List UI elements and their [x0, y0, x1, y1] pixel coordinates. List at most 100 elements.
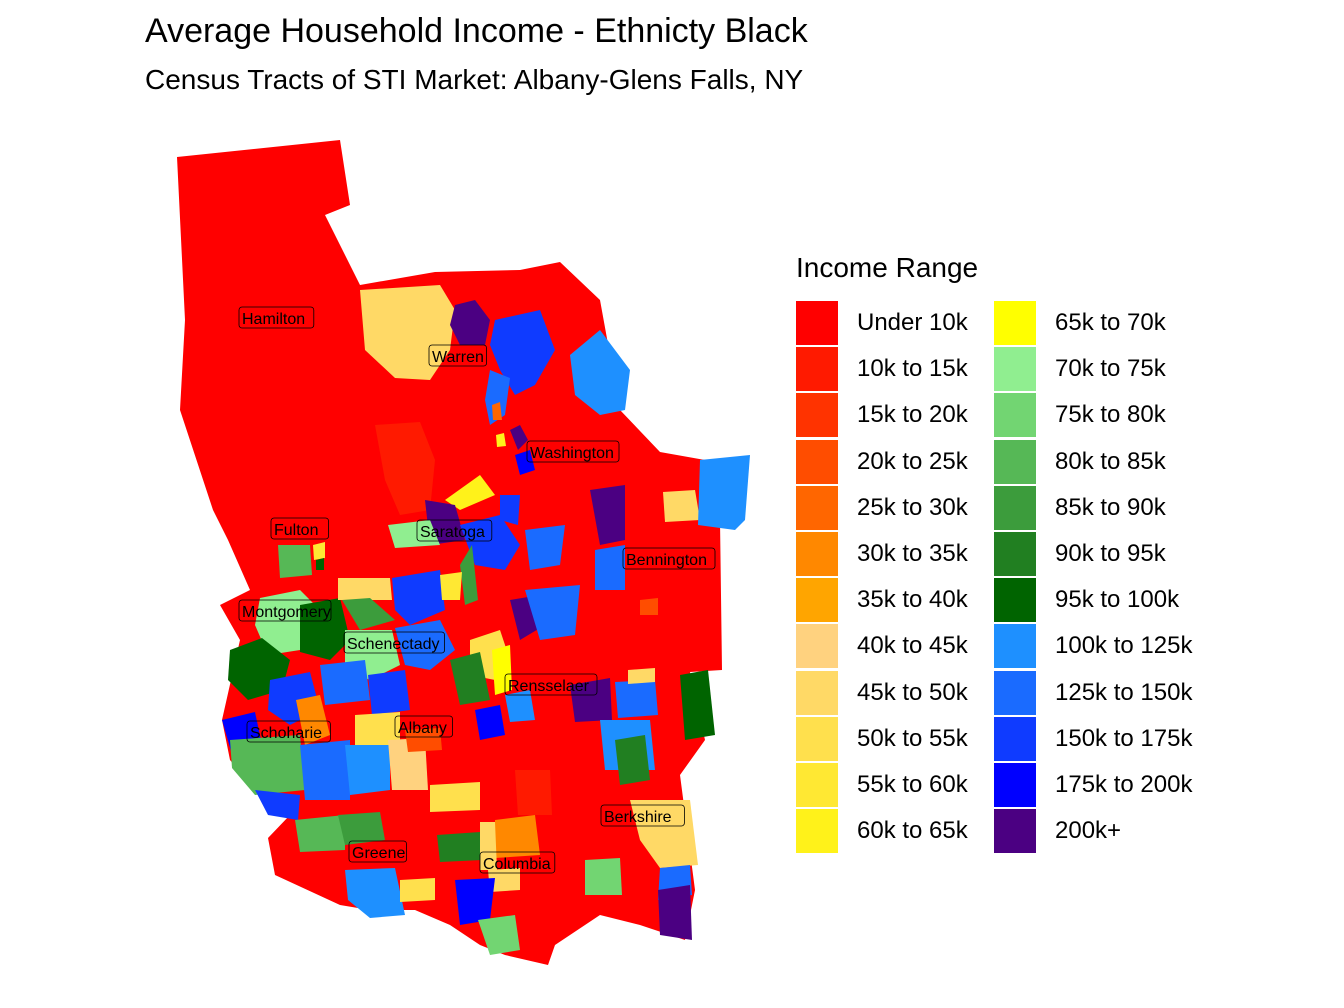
- tract-schenectady-yellow: [440, 572, 462, 600]
- legend-swatch: [796, 532, 838, 576]
- tract-warren-150k: [490, 310, 555, 395]
- legend-item: 85k to 90k: [994, 485, 1224, 531]
- county-label-box: [600, 804, 685, 827]
- tract-warren-200k: [450, 300, 490, 345]
- county-label-berkshire: Berkshire: [600, 804, 685, 827]
- county-label-columbia: Columbia: [479, 851, 556, 874]
- county-label-box: [394, 715, 453, 738]
- legend-label: 95k to 100k: [1055, 586, 1180, 614]
- county-label-warren: Warren: [428, 344, 487, 367]
- legend-item: 100k to 125k: [994, 623, 1224, 669]
- county-label-schoharie: Schoharie: [246, 720, 331, 743]
- county-label-text: Warren: [432, 349, 484, 366]
- legend-label: 45k to 50k: [857, 678, 968, 706]
- legend-label: 10k to 15k: [857, 355, 968, 383]
- tract-montgomery-95k: [300, 598, 350, 660]
- county-label-washington: Washington: [526, 440, 620, 463]
- tract-fulton-green: [316, 558, 324, 570]
- legend-item: 50k to 55k: [796, 716, 1026, 762]
- county-labels: Hamilton Warren Washington Fulton Saratoga Be…: [238, 306, 716, 874]
- legend-item: 35k to 40k: [796, 577, 1026, 623]
- tract-glensfalls-yellow: [496, 433, 506, 447]
- tract-saratoga-125k: [525, 525, 565, 570]
- legend-label: 70k to 75k: [1055, 355, 1166, 383]
- tract-rensselaer-125k: [615, 680, 658, 718]
- legend-item: 40k to 45k: [796, 623, 1026, 669]
- tract-glensfalls-175k: [515, 450, 535, 475]
- tract-saratoga-10k: [375, 422, 435, 515]
- tract-schoharie-30k: [296, 695, 330, 745]
- legend-item: 90k to 95k: [994, 531, 1224, 577]
- county-label-box: [416, 519, 493, 542]
- county-label-text: Columbia: [483, 856, 551, 873]
- legend-label: 30k to 35k: [857, 540, 968, 567]
- legend-label: 40k to 45k: [857, 632, 968, 660]
- legend-label: 100k to 125k: [1055, 632, 1193, 660]
- legend-swatch: [796, 716, 838, 761]
- county-label-text: Fulton: [274, 522, 318, 539]
- county-label-text: Bennington: [626, 552, 707, 569]
- legend-item: 15k to 20k: [796, 392, 1026, 438]
- county-label-text: Saratoga: [420, 524, 485, 541]
- legend-swatch: [994, 532, 1036, 576]
- tract-montgomery-45k: [338, 578, 392, 600]
- tract-rensselaer-95k: [680, 670, 715, 740]
- legend-item: 20k to 25k: [796, 439, 1026, 485]
- tract-montgomery-85k: [342, 598, 395, 630]
- tract-albany-co-125k: [320, 660, 370, 705]
- legend-item: 55k to 60k: [796, 762, 1026, 808]
- legend-swatch: [994, 393, 1036, 438]
- legend-label: 35k to 40k: [857, 586, 968, 614]
- tract-bennington-200k: [590, 485, 625, 545]
- county-label-box: [348, 840, 407, 863]
- legend-label: 50k to 55k: [857, 724, 968, 752]
- tract-albany-co-55k: [355, 712, 400, 745]
- legend-title: Income Range: [796, 252, 979, 283]
- legend-swatch: [796, 809, 838, 854]
- tract-albany-core-navy: [475, 705, 505, 740]
- tract-albany-core-yellow: [492, 645, 512, 695]
- legend-label: 200k+: [1055, 817, 1122, 845]
- map-subtitle: Census Tracts of STI Market: Albany-Glen…: [145, 64, 804, 95]
- legend-swatch: [994, 716, 1036, 761]
- legend-swatch: [796, 301, 838, 345]
- tract-schenectady-125k: [395, 620, 455, 670]
- legend-swatch: [994, 485, 1036, 530]
- county-label-schenectady: Schenectady: [343, 631, 445, 654]
- legend-item: 200k+: [994, 808, 1224, 854]
- tract-columbia-45k: [480, 822, 497, 870]
- tract-albany-core-blue: [505, 690, 535, 722]
- tract-albany-co-55k-b: [430, 782, 480, 812]
- county-label-bennington: Bennington: [622, 547, 716, 570]
- tract-greene-50k: [400, 878, 435, 902]
- legend-item: 75k to 80k: [994, 392, 1224, 438]
- tract-schenectady-150k: [392, 570, 445, 625]
- legend-item: 60k to 65k: [796, 808, 1026, 854]
- county-label-hamilton: Hamilton: [238, 306, 315, 329]
- tract-greene-100k: [345, 868, 405, 918]
- map-title: Average Household Income - Ethnicty Blac…: [145, 12, 808, 50]
- legend-swatch: [994, 301, 1036, 345]
- legend-swatch: [994, 578, 1036, 623]
- legend-swatch: [796, 485, 838, 530]
- legend-label: 150k to 175k: [1055, 724, 1193, 752]
- county-label-box: [238, 599, 332, 622]
- legend-item: 10k to 15k: [796, 346, 1026, 392]
- county-label-box: [343, 631, 445, 654]
- tract-bennington-125k: [595, 545, 625, 590]
- legend-label: 60k to 65k: [857, 817, 968, 845]
- legend-label: 90k to 95k: [1055, 540, 1166, 567]
- tract-saratoga-150k-b: [500, 495, 520, 525]
- legend-swatch: [994, 763, 1036, 807]
- legend-label: 75k to 80k: [1055, 401, 1166, 429]
- legend-item: 70k to 75k: [994, 346, 1224, 392]
- tract-saratoga-150k-a: [460, 515, 520, 570]
- tract-albany-co-150k: [368, 670, 410, 715]
- county-label-fulton: Fulton: [270, 517, 329, 540]
- county-label-rensselaer: Rensselaer: [504, 673, 598, 696]
- county-label-box: [622, 547, 716, 570]
- legend-swatch: [796, 670, 838, 715]
- tract-berkshire-45k: [630, 800, 698, 868]
- tract-columbia-30k: [495, 815, 540, 858]
- county-label-box: [270, 517, 329, 540]
